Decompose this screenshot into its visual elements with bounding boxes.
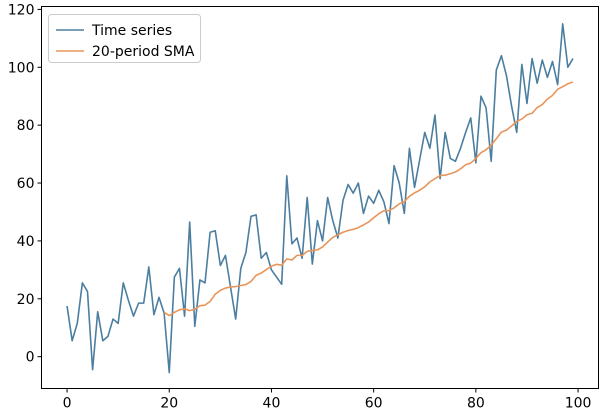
y-tick-label: 60 [17,176,35,192]
x-tick-label: 40 [263,396,281,412]
legend-label-time-series: Time series [91,23,172,39]
y-axis: 0 20 40 60 80 100 120 [8,2,42,366]
legend-label-sma: 20-period SMA [92,44,195,60]
legend-box [48,14,201,63]
x-tick-label: 60 [365,396,383,412]
legend: Time series 20-period SMA [48,14,201,63]
y-tick-label: 80 [17,118,35,134]
series-line-time-series [66,23,574,374]
series-line-20-period-sma [163,81,574,317]
y-tick-label: 0 [26,350,35,366]
x-tick-label: 0 [63,396,72,412]
y-tick-label: 40 [17,234,35,250]
x-tick-label: 20 [160,396,178,412]
plot-frame [41,6,599,389]
x-tick-label: 80 [467,396,485,412]
y-tick-label: 120 [8,2,35,18]
plot-lines [66,23,574,374]
y-tick-label: 20 [17,292,35,308]
y-tick-label: 100 [8,60,35,76]
x-axis: 0 20 40 60 80 100 [63,388,592,412]
x-tick-label: 100 [565,396,592,412]
